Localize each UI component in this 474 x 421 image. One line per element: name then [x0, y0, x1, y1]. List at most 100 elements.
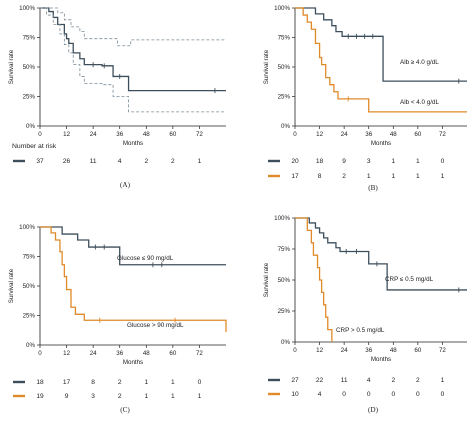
x-tick-label: 0 [293, 347, 297, 354]
risk-count: 20 [291, 158, 299, 165]
km-panel-b: 0%25%50%75%100%0 12 24 36 48 60 72MonthsSurviv… [263, 5, 467, 192]
y-axis-label: Survival rate [8, 268, 15, 303]
x-tick-label: 36 [365, 131, 372, 138]
x-tick-label: 60 [414, 131, 421, 138]
risk-count: 1 [441, 173, 445, 180]
survival-curve-1 [40, 7, 226, 92]
survival-curve-1 [295, 217, 467, 291]
survival-curve-3 [40, 7, 226, 113]
risk-count: 0 [198, 379, 202, 386]
x-tick-label: 12 [63, 350, 70, 357]
panel-label: (A) [120, 181, 131, 189]
y-axis-label: Survival rate [263, 262, 270, 297]
survival-curve-1 [295, 7, 467, 82]
risk-count: 0 [367, 391, 371, 398]
y-tick-label: 25% [23, 94, 36, 101]
risk-count: 19 [36, 393, 44, 400]
risk-count: 17 [291, 173, 299, 180]
y-tick-label: 75% [23, 254, 36, 261]
risk-count: 9 [65, 393, 69, 400]
y-tick-label: 0% [281, 339, 290, 346]
survival-curve-2 [295, 7, 467, 113]
risk-count: 17 [63, 379, 71, 386]
risk-count: 0 [391, 391, 395, 398]
risk-count: 1 [441, 377, 445, 384]
risk-count: 1 [367, 173, 371, 180]
x-tick-label: 36 [116, 131, 123, 138]
group-label: CRP > 0.5 mg/dL [336, 327, 385, 334]
x-tick-label: 48 [143, 131, 150, 138]
x-tick-label: 72 [439, 347, 446, 354]
risk-count: 2 [118, 379, 122, 386]
risk-count: 0 [441, 391, 445, 398]
y-tick-label: 0% [26, 123, 35, 130]
x-tick-label: 36 [365, 347, 372, 354]
risk-count: 18 [36, 379, 44, 386]
x-tick-label: 36 [116, 350, 123, 357]
y-tick-label: 25% [278, 308, 291, 315]
risk-count: 10 [291, 391, 299, 398]
y-tick-label: 0% [26, 342, 35, 349]
risk-count: 3 [367, 158, 371, 165]
x-tick-label: 24 [90, 131, 97, 138]
y-tick-label: 50% [23, 283, 36, 290]
y-tick-label: 100% [19, 224, 35, 231]
x-tick-label: 12 [316, 347, 323, 354]
panel-label: (C) [120, 406, 130, 414]
risk-count: 1 [416, 173, 420, 180]
group-label: Alb ≥ 4.0 g/dL [400, 59, 439, 66]
risk-count: 4 [318, 391, 322, 398]
y-tick-label: 75% [23, 35, 36, 42]
km-panel-a: 0%25%50%75%100%0 12 24 36 48 60 72MonthsSurviv… [8, 5, 226, 189]
panel-label: (B) [368, 184, 378, 192]
panel-label: (D) [368, 406, 379, 414]
survival-curve-2 [295, 217, 333, 342]
risk-count: 2 [416, 377, 420, 384]
survival-curve-2 [40, 7, 226, 47]
x-tick-label: 0 [38, 350, 42, 357]
survival-curve-1 [40, 226, 226, 266]
risk-count: 18 [316, 158, 324, 165]
x-tick-label: 0 [293, 131, 297, 138]
risk-count: 11 [341, 377, 348, 384]
risk-count: 0 [441, 158, 445, 165]
risk-count: 1 [171, 379, 175, 386]
x-tick-label: 72 [196, 131, 203, 138]
risk-count: 26 [63, 158, 71, 165]
survival-curve-2 [40, 226, 227, 333]
risk-count: 1 [391, 158, 395, 165]
y-tick-label: 25% [23, 313, 36, 320]
group-label: Glucose ≤ 90 mg/dL [117, 255, 174, 262]
risk-count: 0 [342, 391, 346, 398]
x-axis-label: Months [371, 356, 391, 363]
y-axis-label: Survival rate [263, 49, 270, 84]
risk-count: 1 [198, 393, 202, 400]
x-tick-label: 60 [169, 350, 176, 357]
risk-table-title: Number at risk [12, 143, 57, 150]
x-axis-label: Months [123, 140, 143, 147]
x-axis-label: Months [371, 140, 391, 147]
y-tick-label: 75% [278, 35, 291, 42]
risk-count: 8 [318, 173, 322, 180]
risk-count: 0 [416, 391, 420, 398]
x-tick-label: 24 [90, 350, 97, 357]
x-tick-label: 48 [390, 131, 397, 138]
group-label: CRP ≤ 0.5 mg/dL [385, 276, 434, 283]
x-tick-label: 24 [341, 131, 348, 138]
x-tick-label: 72 [196, 350, 203, 357]
x-tick-label: 60 [414, 347, 421, 354]
risk-count: 2 [171, 158, 175, 165]
x-tick-label: 72 [439, 131, 446, 138]
risk-count: 1 [391, 173, 395, 180]
group-label: Alb < 4.0 g/dL [400, 99, 440, 106]
risk-count: 4 [118, 158, 122, 165]
x-tick-label: 0 [38, 131, 42, 138]
x-tick-label: 24 [341, 347, 348, 354]
x-tick-label: 48 [390, 347, 397, 354]
risk-count: 37 [36, 158, 44, 165]
km-panel-d: 0%25%50%75%100%0 12 24 36 48 60 72MonthsSurviv… [263, 215, 467, 414]
risk-count: 2 [144, 158, 148, 165]
y-tick-label: 50% [23, 64, 36, 71]
y-tick-label: 50% [278, 277, 291, 284]
y-tick-label: 100% [274, 215, 290, 222]
